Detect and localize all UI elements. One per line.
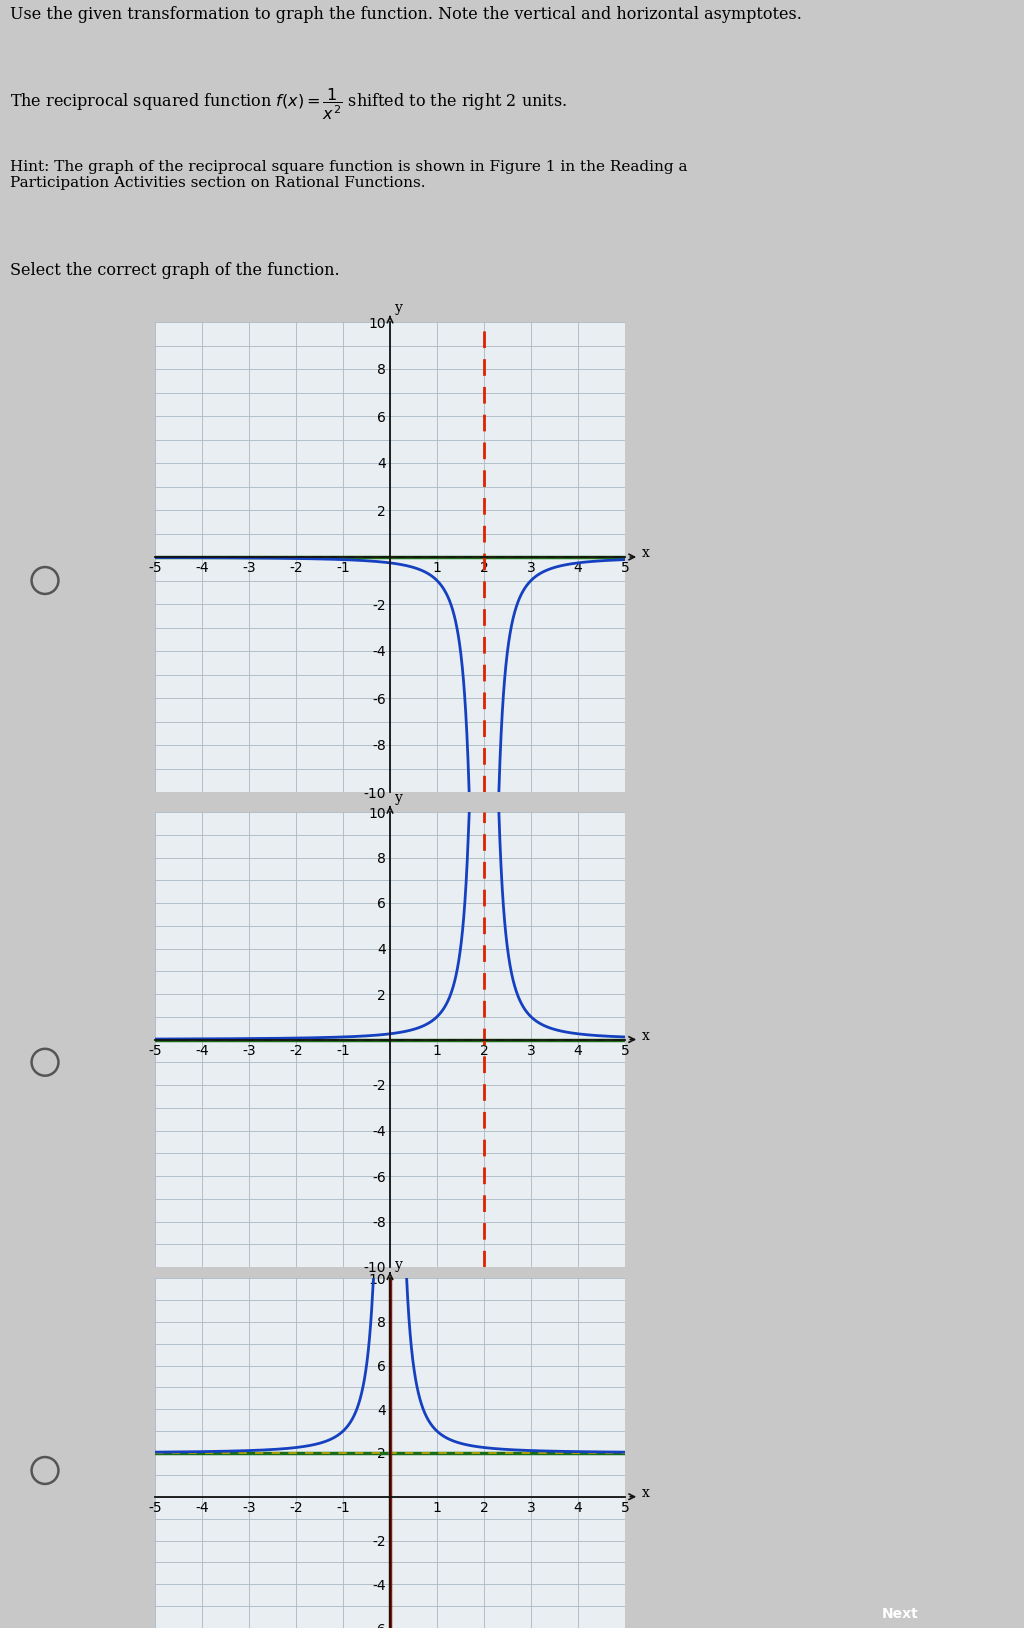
Text: Select the correct graph of the function.: Select the correct graph of the function… — [10, 262, 340, 280]
Text: y: y — [395, 791, 403, 806]
Text: Use the given transformation to graph the function. Note the vertical and horizo: Use the given transformation to graph th… — [10, 7, 802, 23]
Text: Hint: The graph of the reciprocal square function is shown in Figure 1 in the Re: Hint: The graph of the reciprocal square… — [10, 160, 688, 190]
Text: Next: Next — [882, 1607, 919, 1621]
Text: y: y — [395, 1258, 403, 1271]
Text: x: x — [642, 547, 650, 560]
Text: x: x — [642, 1029, 650, 1044]
Text: x: x — [642, 1486, 650, 1501]
Text: The reciprocal squared function $f(x)=\dfrac{1}{x^2}$ shifted to the right 2 uni: The reciprocal squared function $f(x)=\d… — [10, 86, 567, 122]
Text: y: y — [395, 301, 403, 314]
